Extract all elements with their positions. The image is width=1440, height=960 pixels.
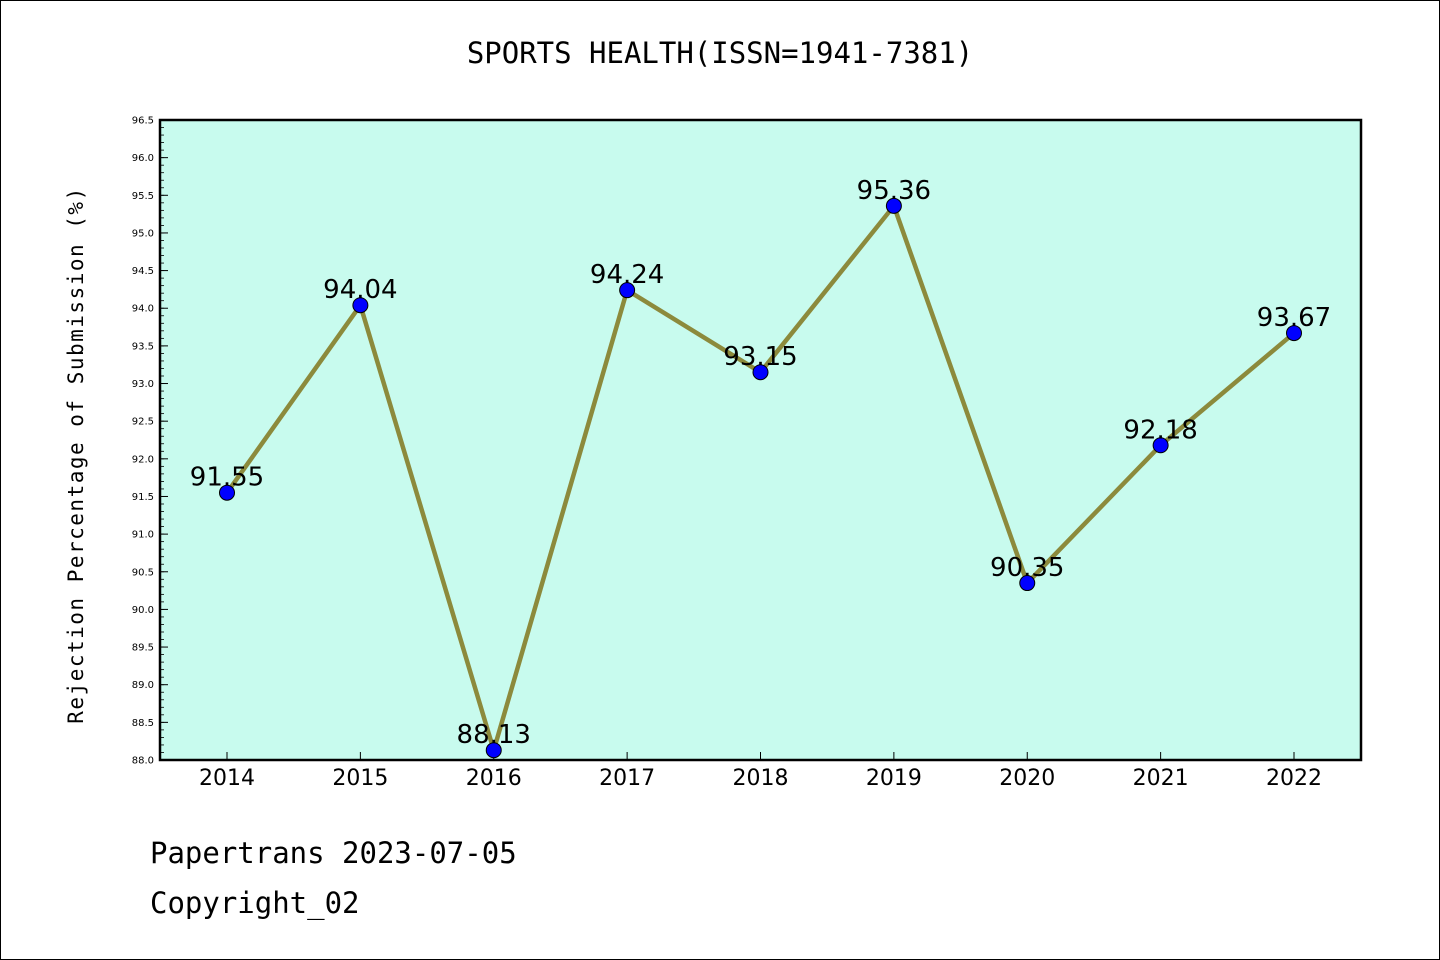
x-tick-label: 2016: [466, 766, 522, 791]
y-tick-label: 93.5: [132, 341, 154, 352]
data-point: [1152, 437, 1169, 454]
x-axis-ticks: 2014 2015 2016 2017 2018 2019 2020 2021 2022: [199, 752, 1322, 791]
x-tick-label: 2017: [599, 766, 655, 791]
y-tick-label: 88.0: [132, 756, 154, 767]
data-point: [752, 364, 769, 381]
series-group: [219, 197, 1302, 759]
y-axis-ticks: 88.0 88.5 89.0 89.5 90.0 90.5 91.0 91.5 92.0 92.5…: [132, 116, 168, 767]
y-tick-label: 91.5: [132, 492, 154, 503]
y-tick-label: 93.0: [132, 379, 154, 390]
data-point: [219, 484, 235, 501]
chart-title: SPORTS HEALTH(ISSN=1941-7381): [466, 36, 974, 70]
data-label: 90.35: [990, 553, 1064, 583]
y-tick-label: 96.5: [132, 116, 154, 127]
x-tick-label: 2015: [332, 766, 388, 791]
data-point: [885, 197, 902, 214]
y-tick-label: 95.5: [132, 191, 154, 202]
footer-source: Papertrans 2023-07-05: [150, 836, 517, 870]
y-tick-label: 90.5: [132, 567, 154, 578]
footer-copyright: Copyright_02: [150, 886, 360, 920]
data-label: 94.24: [590, 260, 664, 290]
data-label: 94.04: [323, 275, 397, 305]
data-labels: 91.55 94.04 88.13 94.24 93.15 95.36 90.35 92.18…: [190, 176, 1331, 750]
y-tick-label: 94.5: [132, 266, 154, 277]
y-tick-label: 88.5: [132, 718, 154, 729]
data-label: 93.67: [1257, 303, 1331, 333]
x-tick-label: 2019: [866, 766, 922, 791]
x-tick-label: 2014: [199, 766, 255, 791]
data-point: [619, 282, 636, 299]
y-tick-label: 92.5: [132, 417, 154, 428]
x-tick-label: 2021: [1133, 766, 1189, 791]
y-tick-label: 91.0: [132, 530, 154, 541]
plot-border: [158, 118, 1363, 762]
y-tick-label: 89.0: [132, 680, 154, 691]
data-label: 93.15: [723, 342, 797, 372]
y-tick-label: 94.0: [132, 304, 154, 315]
y-tick-label: 92.0: [132, 454, 154, 465]
y-tick-label: 95.0: [132, 228, 154, 239]
data-point: [352, 297, 369, 314]
x-tick-label: 2020: [999, 766, 1055, 791]
data-point: [1019, 575, 1036, 592]
data-label: 92.18: [1123, 415, 1197, 445]
y-tick-label: 96.0: [132, 153, 154, 164]
y-tick-label: 89.5: [132, 643, 154, 654]
data-label: 95.36: [857, 176, 931, 206]
x-tick-label: 2022: [1266, 766, 1322, 791]
data-point: [485, 742, 502, 759]
data-point: [1286, 325, 1302, 342]
x-tick-label: 2018: [733, 766, 789, 791]
data-label: 91.55: [190, 463, 264, 493]
y-tick-label: 90.0: [132, 605, 154, 616]
data-label: 88.13: [457, 720, 531, 750]
